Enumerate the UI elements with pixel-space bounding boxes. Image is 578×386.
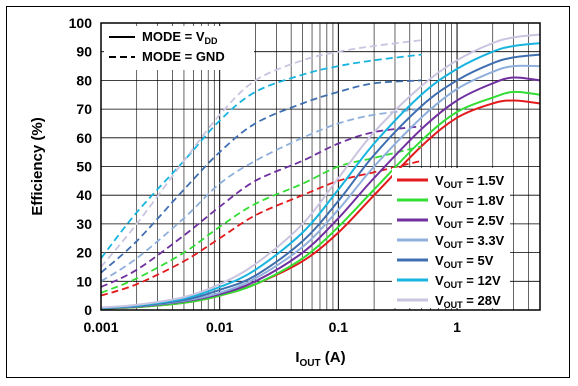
series-legend-label-0: VOUT = 1.5V <box>435 173 505 190</box>
y-axis-label: Efficiency (%) <box>29 117 46 215</box>
series-legend-label-2: VOUT = 2.5V <box>435 213 505 230</box>
series-legend-label-4: VOUT = 5V <box>435 253 494 270</box>
series-legend-label-main: V <box>435 233 444 248</box>
x-axis-label-main: I <box>295 349 299 366</box>
series-legend-label-1: VOUT = 1.8V <box>435 193 505 210</box>
y-tick-label: 0 <box>84 302 92 318</box>
tick-labels: 0 10 20 30 40 50 60 70 80 90 100 0.001 0.01 0.1 1 <box>69 15 462 335</box>
series-legend-label-main: V <box>435 213 444 228</box>
series-line-dashed-6 <box>100 39 422 268</box>
series-legend-label-3: VOUT = 3.3V <box>435 233 505 250</box>
x-tick-label: 0.1 <box>329 319 349 335</box>
series-line-dashed-4 <box>100 79 422 274</box>
y-tick-label: 50 <box>76 159 92 175</box>
series-legend-label-value: = 5V <box>463 253 494 268</box>
series-legend-label-main: V <box>435 293 444 308</box>
x-axis-label-sub: OUT <box>300 358 321 369</box>
series-legend-label-6: VOUT = 28V <box>435 293 501 310</box>
plot-area-frame <box>100 22 541 311</box>
y-tick-label: 100 <box>69 15 93 31</box>
series-lines <box>100 33 541 310</box>
series-line-dashed-2 <box>100 125 422 288</box>
series-legend-label-sub: OUT <box>444 220 464 230</box>
series-line-dashed-3 <box>100 108 422 283</box>
series-legend-label-sub: OUT <box>444 240 464 250</box>
mode-legend-label-main: MODE = V <box>142 29 205 44</box>
series-legend-label-value: = 1.5V <box>463 173 505 188</box>
series-legend-label-main: V <box>435 173 444 188</box>
series-legend-label-value: = 1.8V <box>463 193 505 208</box>
y-tick-label: 40 <box>76 187 92 203</box>
series-line-dashed-1 <box>100 145 422 294</box>
mode-legend-label-sub: DD <box>205 36 218 46</box>
x-tick-label: 0.001 <box>83 319 118 335</box>
y-tick-label: 30 <box>76 216 92 232</box>
y-tick-label: 70 <box>76 101 92 117</box>
mode-legend-label: MODE = VDD <box>142 29 218 46</box>
series-legend-label-value: = 3.3V <box>463 233 505 248</box>
y-tick-label: 90 <box>76 44 92 60</box>
mode-legend-box <box>104 26 254 70</box>
x-axis-label-unit: (A) <box>321 349 346 366</box>
series-line-solid-6 <box>100 33 541 309</box>
series-legend-label-main: V <box>435 273 444 288</box>
series-legend-label-sub: OUT <box>444 260 464 270</box>
x-tick-label: 0.01 <box>206 319 233 335</box>
series-legend-label-main: V <box>435 253 444 268</box>
y-tick-label: 60 <box>76 130 92 146</box>
x-tick-label: 1 <box>453 319 461 335</box>
y-tick-label: 20 <box>76 245 92 261</box>
series-legend-label-sub: OUT <box>444 180 464 190</box>
series-legend-label-value: = 28V <box>463 293 501 308</box>
mode-legend: MODE = VDD MODE = GND <box>104 26 254 70</box>
series-legend-box <box>392 168 510 308</box>
series-legend-label-main: V <box>435 193 444 208</box>
series-legend-label-sub: OUT <box>444 300 464 310</box>
series-legend-label-sub: OUT <box>444 280 464 290</box>
series-line-solid-4 <box>100 53 541 309</box>
series-line-solid-5 <box>100 42 541 309</box>
series-legend-label-value: = 12V <box>463 273 501 288</box>
series-line-dashed-5 <box>100 53 422 259</box>
y-tick-label: 80 <box>76 72 92 88</box>
series-legend-label-sub: OUT <box>444 200 464 210</box>
series-legend-label-value: = 2.5V <box>463 213 505 228</box>
series-line-solid-1 <box>100 90 541 310</box>
x-axis-label: IOUT (A) <box>295 349 345 369</box>
y-tick-label: 10 <box>76 273 92 289</box>
series-line-dashed-0 <box>100 159 422 297</box>
series-legend-label-5: VOUT = 12V <box>435 273 501 290</box>
figure-frame <box>6 6 570 378</box>
mode-legend-label: MODE = GND <box>142 49 225 64</box>
mode-legend-label-main: MODE = GND <box>142 49 225 64</box>
